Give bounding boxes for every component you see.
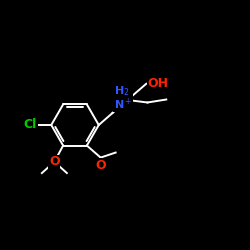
Text: O: O <box>95 159 106 172</box>
Text: OH: OH <box>148 77 169 90</box>
Text: O: O <box>49 155 60 168</box>
Text: H$_2$
N$^+$: H$_2$ N$^+$ <box>114 84 132 112</box>
Text: Cl: Cl <box>24 118 37 132</box>
